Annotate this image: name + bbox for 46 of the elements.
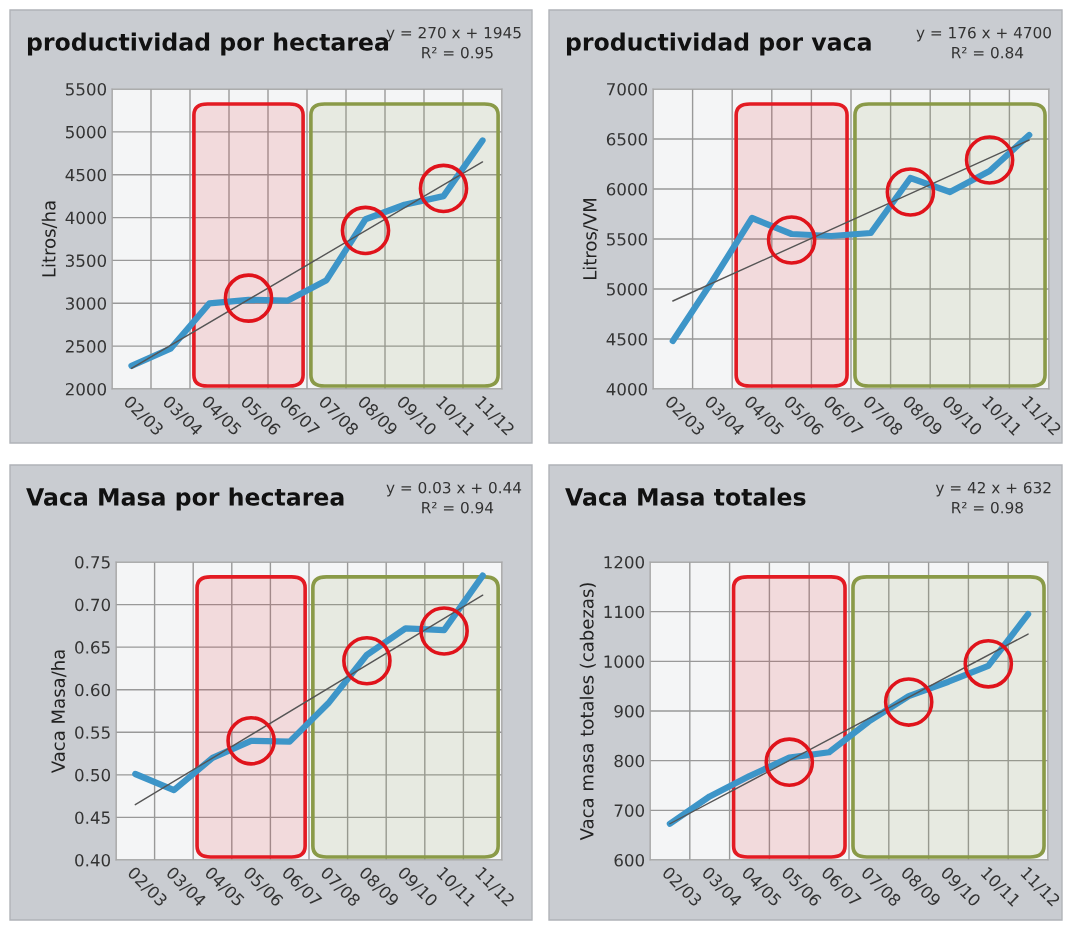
y-tick-label: 0.70	[75, 598, 111, 612]
y-tick-label: 4500	[65, 168, 107, 182]
y-tick-label: 1100	[604, 605, 645, 619]
y-tick-label: 0.45	[75, 811, 110, 824]
y-tick-label: 600	[614, 853, 645, 867]
y-axis-title: Vaca Masa/ha	[51, 650, 67, 774]
chart-title: productividad por hectarea	[27, 32, 389, 56]
y-axis-title: Litros/VM	[582, 198, 599, 280]
y-tick-label: 0.50	[75, 768, 111, 782]
y-tick-label: 900	[614, 704, 645, 718]
y-tick-label: 1200	[604, 555, 645, 569]
y-tick-label: 0.75	[75, 555, 110, 569]
text: y = 270 x + 1945	[386, 26, 521, 42]
y-tick-label: 700	[614, 804, 645, 817]
y-tick-label: 0.65	[75, 641, 110, 654]
y-tick-label: 0.55	[75, 726, 110, 739]
text: R² = 0.84	[952, 46, 1024, 59]
y-tick-label: 5500	[66, 82, 107, 96]
text: y = 42 x + 632	[935, 481, 1051, 497]
y-tick-label: 0.60	[75, 683, 111, 697]
chart-title: productividad por vaca	[566, 32, 871, 56]
text: R² = 0.98	[952, 501, 1023, 514]
y-tick-label: 6000	[606, 182, 648, 196]
y-tick-label: 800	[614, 754, 645, 768]
y-tick-label: 5000	[607, 282, 648, 296]
y-tick-label: 7000	[607, 82, 648, 96]
y-axis-title: Litros/ha	[41, 201, 58, 277]
text: y = 176 x + 4700	[916, 26, 1051, 42]
y-tick-label: 3500	[65, 254, 107, 267]
y-tick-label: 2000	[65, 382, 107, 396]
y-tick-label: 4000	[65, 211, 107, 225]
y-tick-label: 1000	[604, 655, 645, 668]
y-tick-label: 6500	[606, 132, 648, 146]
y-tick-label: 2500	[65, 340, 107, 353]
y-tick-label: 5000	[66, 125, 107, 139]
text: y = 0.03 x + 0.44	[386, 481, 522, 497]
y-tick-label: 4000	[606, 382, 648, 396]
text: R² = 0.94	[422, 501, 494, 514]
chart-title: Vaca Masa por hectarea	[26, 487, 344, 511]
y-tick-label: 0.40	[75, 853, 111, 867]
y-tick-label: 5500	[607, 232, 648, 246]
chart-title: Vaca Masa totales	[565, 487, 806, 506]
y-axis-title: Vaca masa totales (cabezas)	[579, 583, 596, 841]
text: R² = 0.95	[422, 46, 493, 59]
y-tick-label: 3000	[65, 297, 107, 310]
y-tick-label: 4500	[606, 332, 648, 346]
